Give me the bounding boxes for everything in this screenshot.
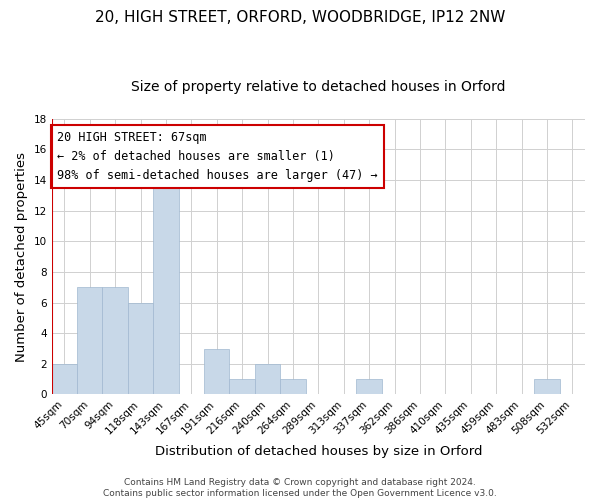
Bar bbox=[128, 302, 153, 394]
Bar bbox=[204, 348, 229, 395]
Text: 20, HIGH STREET, ORFORD, WOODBRIDGE, IP12 2NW: 20, HIGH STREET, ORFORD, WOODBRIDGE, IP1… bbox=[95, 10, 505, 25]
Bar bbox=[77, 287, 103, 395]
Bar bbox=[534, 379, 560, 394]
Bar bbox=[229, 379, 255, 394]
Bar bbox=[255, 364, 280, 394]
Bar bbox=[153, 164, 179, 394]
X-axis label: Distribution of detached houses by size in Orford: Distribution of detached houses by size … bbox=[155, 444, 482, 458]
Title: Size of property relative to detached houses in Orford: Size of property relative to detached ho… bbox=[131, 80, 506, 94]
Text: 20 HIGH STREET: 67sqm
← 2% of detached houses are smaller (1)
98% of semi-detach: 20 HIGH STREET: 67sqm ← 2% of detached h… bbox=[57, 131, 377, 182]
Y-axis label: Number of detached properties: Number of detached properties bbox=[15, 152, 28, 362]
Bar bbox=[52, 364, 77, 394]
Text: Contains HM Land Registry data © Crown copyright and database right 2024.
Contai: Contains HM Land Registry data © Crown c… bbox=[103, 478, 497, 498]
Bar bbox=[103, 287, 128, 395]
Bar bbox=[356, 379, 382, 394]
Bar bbox=[280, 379, 305, 394]
